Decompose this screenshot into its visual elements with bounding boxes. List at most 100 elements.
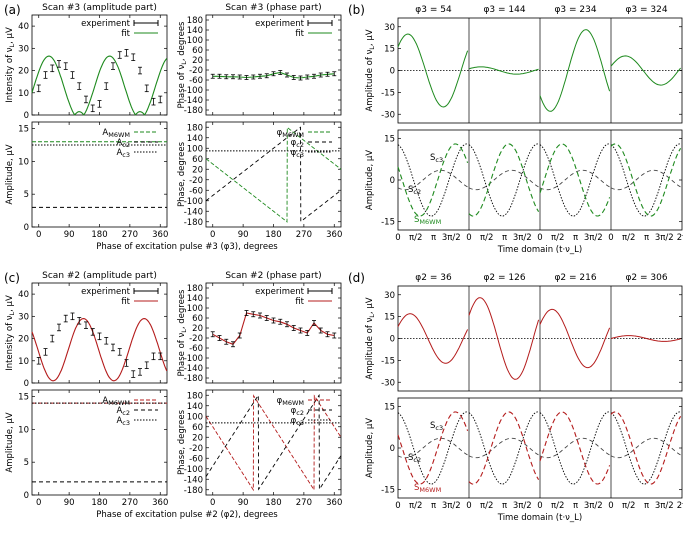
a-xlabel: Phase of excitation pulse #3 (φ3), degre…	[96, 242, 278, 252]
d-col-title-2: φ2 = 216	[554, 273, 596, 283]
x-tick-label: 0	[210, 498, 215, 508]
b-x-tick-2-2: π	[573, 233, 578, 243]
label-sm6wm: SM6WM	[414, 483, 441, 494]
b-time-axes: -30 -15 0 15 30 Amplitude of νL, μV	[365, 17, 683, 124]
sc2-curve-0	[397, 169, 468, 191]
y-tick-label: -180	[184, 106, 203, 116]
b-xlabel: Time domain (t·ν_L)	[497, 245, 582, 255]
y-tick-label: -60	[189, 186, 203, 196]
b-x-tick-2-1: π/2	[551, 233, 564, 243]
x-tick-label: 90	[238, 498, 249, 508]
x-tick-label: 270	[296, 230, 312, 240]
d-x-tick-3-2: π	[644, 501, 649, 511]
y-tick-label: 0	[390, 67, 395, 77]
d-x-tick-3-1: π/2	[622, 501, 635, 511]
y-tick-label: 10	[18, 89, 29, 99]
b-x-tick-1-0: 0	[466, 233, 471, 243]
y-tick-label: 100	[187, 304, 203, 314]
a-decamp-axes: 0 5 10 15 0 90 180 270 360 Amplitude, μV AM6WMAc2A…	[5, 121, 168, 240]
y-tick-label: 180	[187, 391, 203, 401]
y-axis-label: Phase of νL, degrees	[177, 289, 188, 377]
panel-letter-d: (d)	[348, 271, 365, 285]
y-tick-label: 60	[192, 314, 203, 324]
y-tick-label: 60	[192, 155, 203, 165]
sc2-curve-2	[539, 169, 610, 191]
y-tick-label: 0	[390, 444, 395, 454]
x-tick-label: 0	[36, 230, 41, 240]
y-tick-label: -15	[381, 88, 395, 98]
b-x-tick-3-4: 2π	[677, 233, 683, 243]
y-tick-label: -100	[184, 354, 203, 364]
y-axis-label: Amplitude, μV	[365, 418, 375, 478]
b-x-tick-2-0: 0	[537, 233, 542, 243]
b-x-tick-3-0: 0	[608, 233, 613, 243]
b-x-tick-1-3: 3π/2	[513, 233, 532, 243]
y-tick-label: -100	[184, 197, 203, 207]
y-tick-label: 40	[18, 290, 29, 300]
d-xlabel: Time domain (t·ν_L)	[497, 513, 582, 523]
sc3-curve-3	[610, 143, 681, 217]
legend-2-label: φc3	[291, 416, 304, 427]
fit-curve	[31, 318, 168, 382]
y-axis-label: Amplitude of νL, μV	[365, 297, 376, 379]
phase-saw-1	[205, 126, 342, 223]
y-tick-label: 30	[384, 23, 395, 33]
y-axis-label: Amplitude of νL, μV	[365, 29, 376, 111]
y-tick-label: -30	[381, 378, 395, 388]
legend-1-label: φc2	[291, 406, 304, 417]
c-phase-title: Scan #2 (phase part)	[225, 271, 321, 281]
y-tick-label: -100	[184, 86, 203, 96]
sc2-curve-2	[539, 437, 610, 459]
y-tick-label: 10	[18, 425, 29, 435]
b-x-tick-0-2: π	[431, 233, 436, 243]
d-x-tick-3-0: 0	[608, 501, 613, 511]
sm6wm-curve-3	[610, 143, 682, 217]
legend-fit-label: fit	[295, 297, 304, 307]
sm6wm-curve-3	[610, 411, 682, 485]
legend-2-label: Ac3	[116, 416, 130, 427]
sm6wm-curve-2	[539, 411, 611, 485]
d-x-tick-2-2: π	[573, 501, 578, 511]
signal-curve-0	[397, 313, 469, 364]
d-x-tick-2-0: 0	[537, 501, 542, 511]
y-tick-label: 0	[24, 491, 29, 501]
panel-letter-a: (a)	[4, 3, 21, 17]
label-sc3: Sc3	[430, 153, 443, 164]
y-tick-label: 140	[187, 294, 203, 304]
y-tick-label: -140	[184, 96, 203, 106]
sm6wm-curve-1	[468, 411, 540, 485]
sm6wm-curve-1	[468, 143, 540, 217]
legend-0-label: AM6WM	[102, 128, 130, 139]
y-tick-label: 180	[187, 123, 203, 133]
sc2-curve-1	[468, 169, 539, 191]
y-tick-label: -20	[189, 66, 203, 76]
sc3-curve-0	[397, 143, 468, 217]
plot-frame	[205, 14, 342, 116]
d-x-tick-0-2: π	[431, 501, 436, 511]
y-tick-label: 15	[384, 313, 395, 323]
sc3-curve-0	[397, 411, 468, 485]
sc2-curve-1	[468, 437, 539, 459]
y-axis-label: Phase, degrees	[177, 409, 187, 475]
x-tick-label: 360	[152, 498, 168, 508]
y-tick-label: 0	[24, 223, 29, 233]
legend-fit-label: fit	[121, 29, 130, 39]
x-tick-label: 270	[296, 498, 312, 508]
y-tick-label: 60	[192, 423, 203, 433]
legend-fit-label: fit	[295, 29, 304, 39]
x-tick-label: 90	[64, 498, 75, 508]
d-x-tick-1-3: 3π/2	[513, 501, 532, 511]
legend-2-label: φc3	[291, 148, 304, 159]
b-x-tick-2-3: 3π/2	[584, 233, 603, 243]
label-sc3: Sc3	[430, 421, 443, 432]
y-tick-label: -20	[189, 334, 203, 344]
legend-0-label: φM6WM	[277, 396, 304, 407]
y-tick-label: 10	[18, 357, 29, 367]
label-sc2: Sc2	[408, 185, 421, 196]
d-x-tick-0-3: 3π/2	[442, 501, 461, 511]
d-x-tick-1-2: π	[502, 501, 507, 511]
